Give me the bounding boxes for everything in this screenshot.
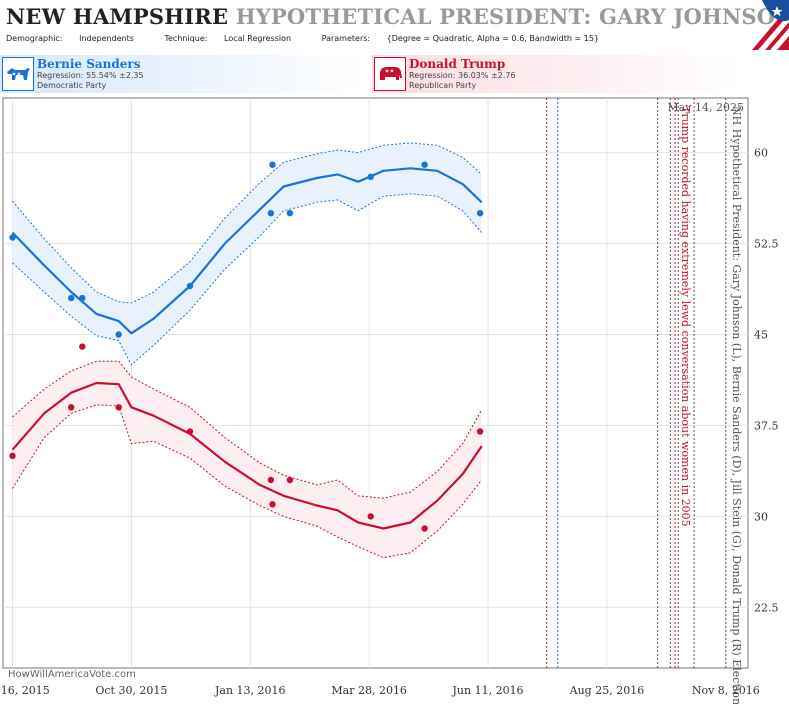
poll-point	[367, 513, 374, 520]
x-tick-label: Nov 8, 2016	[692, 684, 760, 697]
demographic-value: Independents	[79, 34, 134, 43]
poll-point	[186, 282, 194, 290]
y-axis-ticks: 22.5 30 37.5 45 52.5 60	[754, 147, 779, 615]
legend-rep-name: Donald Trump	[409, 57, 506, 71]
confidence-bands	[12, 142, 483, 559]
elephant-icon	[374, 57, 406, 91]
watermark: HowWillAmericaVote.com	[8, 669, 136, 680]
y-tick-label: 60	[754, 147, 768, 160]
band-upper-line	[12, 360, 483, 499]
band-lower-line	[12, 193, 483, 366]
poll-points	[9, 161, 484, 532]
x-axis-ticks: Aug 16, 2015 Oct 30, 2015 Jan 13, 2016 Mar …	[0, 684, 760, 697]
demographic-info: Demographic: Independents	[6, 34, 148, 43]
poll-point	[267, 476, 275, 484]
trend-line	[11, 167, 483, 335]
confidence-band	[12, 361, 482, 558]
poll-point	[367, 173, 374, 180]
poll-point	[286, 476, 294, 484]
legend-rep-regression: Regression: 36.03% ±2.76	[409, 71, 516, 80]
technique-info: Technique: Local Regression	[164, 34, 305, 43]
event-marker-label: Trump recorded having extremely lewd con…	[679, 106, 692, 527]
parameters-value: {Degree = Quadratic, Alpha = 0.6, Bandwi…	[386, 34, 600, 43]
x-tick-label: Jun 11, 2016	[452, 684, 524, 697]
legend-dem-regression: Regression: 55.54% ±2.35	[37, 71, 144, 80]
flag-logo-icon	[744, 0, 789, 50]
poll-point	[421, 525, 428, 532]
x-tick-label: Oct 30, 2015	[95, 684, 167, 697]
parameters-label: Parameters:	[321, 34, 371, 43]
date-label: May 14, 2025	[667, 101, 744, 114]
event-markers: Trump recorded having extremely lewd con…	[546, 98, 743, 704]
legend-republican: Donald Trump Regression: 36.03% ±2.76 Re…	[372, 55, 742, 93]
legend-dem-name: Bernie Sanders	[37, 57, 141, 71]
y-tick-label: 37.5	[754, 419, 779, 432]
event-marker-label: NH Hypothetical President: Gary Johnson …	[730, 106, 743, 704]
poll-point	[267, 210, 275, 217]
x-tick-label: Mar 28, 2016	[331, 684, 407, 697]
poll-point	[79, 343, 86, 350]
poll-point	[269, 501, 276, 508]
chart-parameters: Demographic: Independents Technique: Loc…	[6, 34, 627, 43]
trend-lines	[11, 167, 483, 530]
confidence-band	[12, 142, 482, 365]
poll-point	[286, 210, 294, 217]
y-tick-label: 30	[754, 510, 768, 523]
poll-point	[115, 331, 122, 338]
y-tick-label: 22.5	[754, 601, 779, 614]
demographic-label: Demographic:	[6, 34, 63, 43]
poll-point	[115, 404, 122, 411]
technique-value: Local Regression	[224, 34, 292, 43]
y-tick-label: 45	[754, 328, 768, 341]
poll-point	[476, 210, 484, 217]
title-state: NEW HAMPSHIRE	[6, 4, 229, 29]
trend-line	[11, 381, 483, 530]
band-lower-line	[12, 404, 483, 559]
poll-point	[476, 428, 484, 435]
poll-point	[68, 404, 75, 411]
parameters-info: Parameters: {Degree = Quadratic, Alpha =…	[322, 34, 613, 43]
poll-point	[9, 452, 16, 459]
legend-rep-party: Republican Party	[409, 81, 477, 90]
x-tick-label: Aug 16, 2015	[0, 684, 50, 697]
poll-point	[79, 294, 86, 302]
poll-point	[186, 428, 194, 435]
technique-label: Technique:	[164, 34, 208, 43]
poll-point	[269, 161, 276, 168]
page-title: NEW HAMPSHIRE HYPOTHETICAL PRESIDENT: GA…	[6, 4, 789, 29]
legend-dem-party: Democratic Party	[37, 81, 107, 90]
donkey-icon	[2, 57, 34, 91]
poll-point	[421, 161, 428, 168]
poll-point	[9, 234, 16, 241]
y-tick-label: 52.5	[754, 238, 779, 251]
x-tick-label: Jan 13, 2016	[214, 684, 286, 697]
x-tick-label: Aug 25, 2016	[569, 684, 645, 697]
regression-chart: Trump recorded having extremely lewd con…	[0, 97, 779, 704]
title-race: HYPOTHETICAL PRESIDENT: GARY JOHNSON	[235, 4, 789, 29]
poll-point	[68, 294, 75, 302]
legend-democrat: Bernie Sanders Regression: 55.54% ±2.35 …	[0, 55, 370, 93]
